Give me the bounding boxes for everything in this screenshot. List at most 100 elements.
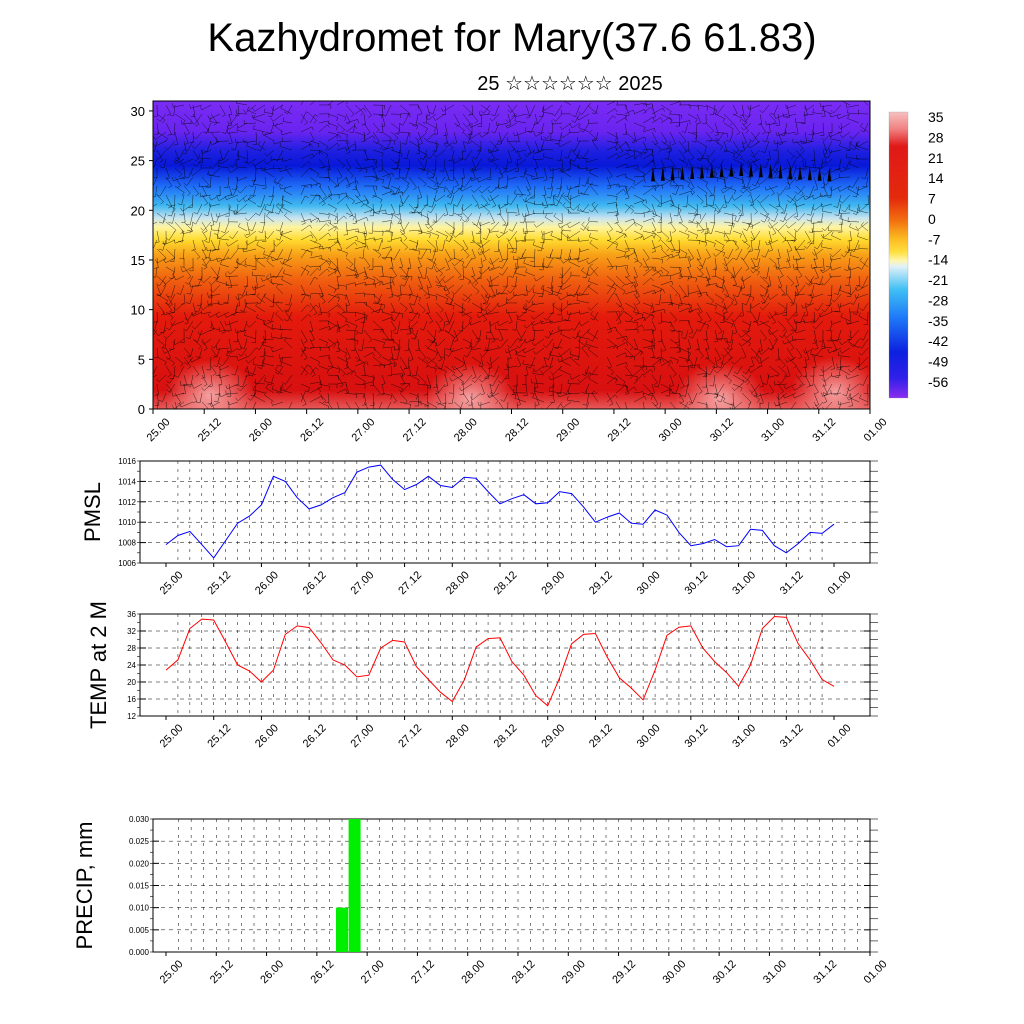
pmsl-x-tick-label: 31.00	[730, 569, 758, 597]
heatmap-x-tick-label: 25.00	[145, 416, 173, 444]
temp-y-tick-label: 36	[127, 610, 136, 619]
precip-bar	[336, 907, 348, 952]
wind-pennant	[729, 162, 734, 177]
pmsl-x-tick-label: 29.12	[587, 569, 615, 597]
heatmap-x-tick-label: 26.00	[247, 416, 275, 444]
precip-y-axis-title: PRECIP, mm	[72, 822, 97, 950]
wind-pennants	[651, 162, 832, 182]
heatmap-x-tick-label: 31.00	[759, 416, 787, 444]
heatmap-hot-spot	[425, 363, 515, 409]
colorbar-label: -49	[928, 354, 948, 370]
pmsl-x-tick-label: 25.00	[158, 569, 186, 597]
wind-pennant	[778, 164, 783, 179]
precip-y-tick-label: 0.030	[129, 815, 150, 824]
wind-pennant	[798, 165, 802, 180]
pmsl-x-tick-label: 01.00	[826, 569, 854, 597]
wind-pennant	[709, 163, 714, 178]
heatmap-y-tick-label: 5	[138, 352, 145, 367]
temp-series	[165, 615, 835, 707]
temp-x-tick-label: 29.00	[539, 722, 567, 750]
heatmap-y-tick-label: 0	[138, 402, 145, 417]
temp-y-tick-label: 32	[127, 627, 136, 636]
wind-pennant	[827, 167, 832, 182]
colorbar-label: 28	[928, 129, 944, 145]
pmsl-y-tick-label: 1008	[118, 539, 136, 548]
colorbar-label: -14	[928, 252, 948, 268]
temp-y-tick-label: 16	[127, 695, 136, 704]
heatmap-x-tick-label: 25.12	[196, 416, 224, 444]
heatmap-x-tick-label: 30.00	[657, 416, 685, 444]
temp-y-tick-label: 24	[127, 661, 136, 670]
colorbar-label: -35	[928, 313, 948, 329]
pmsl-y-tick-label: 1014	[118, 477, 136, 486]
pmsl-y-tick-label: 1010	[118, 518, 136, 527]
temp-x-tick-label: 27.00	[348, 722, 376, 750]
temp-x-tick-label: 28.00	[444, 722, 472, 750]
heatmap-hot-spot	[790, 357, 870, 409]
colorbar	[888, 111, 909, 399]
temp-x-tick-label: 30.00	[635, 722, 663, 750]
heatmap-x-tick-label: 27.00	[349, 416, 377, 444]
pmsl-x-tick-label: 25.12	[205, 569, 233, 597]
pmsl-x-tick-label: 28.00	[444, 569, 472, 597]
heatmap-y-tick-label: 30	[131, 104, 145, 119]
colorbar-label: -56	[928, 374, 948, 390]
precip-y-tick-label: 0.000	[129, 948, 150, 957]
heatmap-x-tick-label: 01.00	[862, 416, 890, 444]
heatmap-field	[153, 101, 870, 409]
precip-x-tick-label: 26.00	[258, 958, 286, 986]
pmsl-x-tick-label: 26.12	[301, 569, 329, 597]
precip-y-tick-label: 0.025	[129, 837, 150, 846]
temp-x-tick-label: 30.12	[682, 722, 710, 750]
temp-x-tick-label: 27.12	[396, 722, 424, 750]
pmsl-x-tick-label: 28.12	[492, 569, 520, 597]
precip-x-tick-label: 26.12	[308, 958, 336, 986]
heatmap-x-tick-label: 29.12	[606, 416, 634, 444]
heatmap-x-tick-label: 27.12	[401, 416, 429, 444]
precip-x-tick-label: 01.00	[862, 958, 890, 986]
heatmap-x-tick-label: 28.00	[452, 416, 480, 444]
temp-x-tick-label: 28.12	[492, 722, 520, 750]
pmsl-series	[165, 464, 835, 559]
wind-pennant	[758, 163, 763, 178]
pmsl-x-tick-label: 30.12	[682, 569, 710, 597]
heatmap-x-tick-label: 26.12	[298, 416, 326, 444]
precip-y-tick-label: 0.005	[129, 926, 150, 935]
wind-pennant	[660, 166, 665, 181]
wind-pennant	[719, 163, 724, 178]
pmsl-y-axis-title: PMSL	[80, 482, 105, 542]
colorbar-label: -28	[928, 292, 948, 308]
temp-x-tick-label: 25.00	[158, 722, 186, 750]
pmsl-x-tick-label: 30.00	[635, 569, 663, 597]
precip-y-tick-label: 0.010	[129, 904, 150, 913]
precip-x-tick-label: 30.00	[660, 958, 688, 986]
temp-y-tick-label: 12	[127, 712, 136, 721]
precip-y-tick-label: 0.020	[129, 859, 150, 868]
pmsl-line	[165, 464, 835, 559]
precip-y-tick-label: 0.015	[129, 882, 150, 891]
wind-pennant	[739, 162, 744, 176]
precip-x-tick-label: 31.12	[811, 958, 839, 986]
wind-pennant	[690, 165, 695, 179]
precip-bar	[348, 819, 361, 952]
heatmap-fill	[153, 101, 870, 409]
heatmap-hot-spot	[675, 363, 765, 409]
temp-y-tick-label: 20	[127, 678, 136, 687]
wind-pennant	[700, 164, 704, 179]
colorbar-label: -21	[928, 272, 948, 288]
colorbar-label: 21	[928, 150, 944, 166]
colorbar-label: -7	[928, 231, 941, 247]
heatmap-hot-spot	[165, 360, 255, 409]
precip-x-tick-label: 28.00	[459, 958, 487, 986]
precip-x-tick-label: 27.12	[409, 958, 437, 986]
wind-pennant	[788, 165, 793, 179]
temp-x-tick-label: 31.12	[778, 722, 806, 750]
precip-x-tick-label: 25.00	[158, 958, 186, 986]
chart-subtitle: 25 ☆☆☆☆☆☆ 2025	[477, 73, 663, 95]
temp-x-tick-label: 01.00	[826, 722, 854, 750]
heatmap-y-tick-label: 15	[131, 253, 145, 268]
heatmap-x-tick-label: 31.12	[810, 416, 838, 444]
colorbar-label: 0	[928, 211, 936, 227]
temp-line	[165, 615, 835, 707]
